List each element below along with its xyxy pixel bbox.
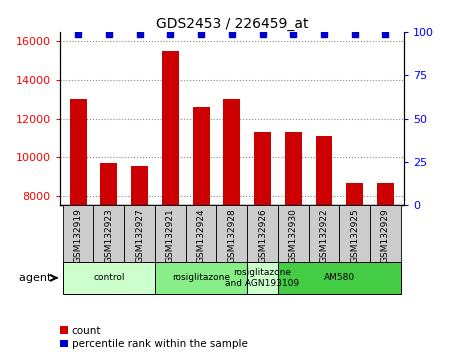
Bar [346,183,363,205]
Bar [155,262,247,294]
Bar [217,205,247,262]
Text: GSM132923: GSM132923 [104,208,113,263]
Text: GSM132928: GSM132928 [227,208,236,263]
Text: GSM132925: GSM132925 [350,208,359,263]
Text: GSM132924: GSM132924 [196,208,206,263]
Bar [186,205,217,262]
Bar [254,132,271,205]
Text: GSM132927: GSM132927 [135,208,144,263]
Bar [278,262,401,294]
Text: GSM132919: GSM132919 [73,208,83,263]
Bar [370,205,401,262]
Text: GSM132922: GSM132922 [319,208,329,263]
Bar [247,262,278,294]
Bar [377,183,394,205]
Text: agent: agent [19,273,55,283]
Bar [315,136,332,205]
Bar [101,163,118,205]
Bar [193,107,209,205]
Text: GSM132930: GSM132930 [289,208,298,263]
Bar [131,166,148,205]
Text: rosiglitazone
and AGN193109: rosiglitazone and AGN193109 [225,268,300,287]
Text: control: control [93,273,124,282]
Bar [285,132,302,205]
Bar [70,99,87,205]
Bar [124,205,155,262]
Text: GSM132929: GSM132929 [381,208,390,263]
Bar [247,205,278,262]
Text: AM580: AM580 [324,273,355,282]
Bar [224,99,240,205]
Bar [94,205,124,262]
Bar [278,205,308,262]
Bar [339,205,370,262]
Bar [308,205,339,262]
Bar [155,205,186,262]
Bar [63,262,155,294]
Text: GSM132921: GSM132921 [166,208,175,263]
Text: GSM132926: GSM132926 [258,208,267,263]
Bar [162,51,179,205]
Legend: count, percentile rank within the sample: count, percentile rank within the sample [60,326,247,349]
Bar [63,205,94,262]
Text: rosiglitazone: rosiglitazone [172,273,230,282]
Title: GDS2453 / 226459_at: GDS2453 / 226459_at [156,17,308,31]
